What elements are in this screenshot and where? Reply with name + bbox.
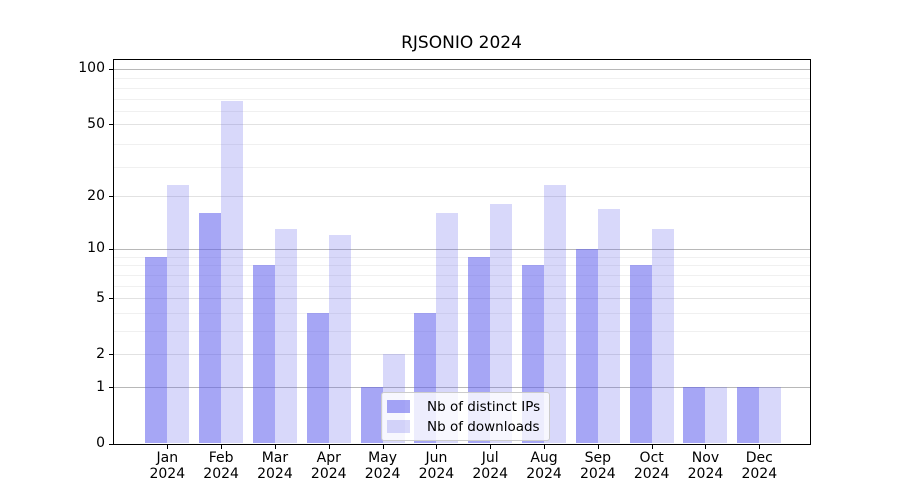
bar-distinct-ips-oct-2024 [629, 265, 652, 444]
x-tick-label-nov-2024: Nov 2024 [687, 449, 724, 483]
x-tick-label-jul-2024: Jul 2024 [472, 449, 509, 483]
x-tick [436, 444, 438, 449]
bar-distinct-ips-feb-2024 [199, 213, 222, 444]
bar-downloads-jun-2024 [436, 213, 459, 444]
bar-distinct-ips-nov-2024 [683, 387, 706, 444]
y-tick [109, 124, 113, 126]
y-tick-label-10: 10 [87, 240, 105, 257]
x-tick-label-apr-2024: Apr 2024 [310, 449, 347, 483]
x-tick-label-dec-2024: Dec 2024 [741, 449, 778, 483]
gridline-minor [113, 330, 810, 332]
gridline-minor [113, 265, 810, 267]
x-tick [544, 444, 546, 449]
legend-swatch-downloads [387, 420, 410, 433]
gridline-y-2 [113, 354, 810, 356]
bar-downloads-oct-2024 [651, 229, 674, 444]
legend-swatch-distinct-ips [387, 400, 410, 413]
bar-downloads-jan-2024 [167, 185, 190, 444]
y-tick-label-100: 100 [78, 60, 105, 77]
gridline-minor [113, 78, 810, 80]
y-tick [109, 443, 113, 445]
y-tick [109, 298, 113, 300]
legend-label-downloads: Nb of downloads [427, 418, 540, 435]
bar-distinct-ips-apr-2024 [306, 312, 329, 444]
x-tick [221, 444, 223, 449]
gridline-minor [113, 274, 810, 276]
gridline-minor [113, 87, 810, 89]
x-tick [597, 444, 599, 449]
bar-downloads-feb-2024 [221, 100, 244, 444]
y-tick-label-5: 5 [96, 289, 105, 306]
legend-item-distinct-ips: Nb of distinct IPs [387, 398, 540, 415]
plot-frame [113, 59, 811, 445]
gridline-y-100 [113, 68, 810, 70]
x-tick [490, 444, 492, 449]
gridline-y-1 [113, 387, 810, 389]
bar-downloads-apr-2024 [328, 235, 351, 444]
bar-downloads-aug-2024 [544, 185, 567, 444]
y-tick [109, 196, 113, 198]
x-tick-label-jan-2024: Jan 2024 [149, 449, 186, 483]
x-tick [759, 444, 761, 449]
bar-distinct-ips-may-2024 [360, 387, 383, 444]
bar-downloads-mar-2024 [274, 229, 297, 444]
bar-downloads-nov-2024 [705, 387, 728, 444]
x-tick-label-aug-2024: Aug 2024 [526, 449, 562, 483]
gridline-y-50 [113, 124, 810, 126]
x-tick-label-oct-2024: Oct 2024 [633, 449, 670, 483]
bar-distinct-ips-mar-2024 [252, 265, 275, 444]
y-tick [109, 68, 113, 70]
legend-label-distinct-ips: Nb of distinct IPs [427, 398, 541, 415]
x-tick-label-feb-2024: Feb 2024 [203, 449, 239, 483]
gridline-minor [113, 98, 810, 100]
x-tick-label-may-2024: May 2024 [364, 449, 401, 483]
x-tick-label-sep-2024: Sep 2024 [580, 449, 616, 483]
legend-item-downloads: Nb of downloads [387, 418, 540, 435]
y-tick [109, 387, 113, 389]
gridline-minor [113, 144, 810, 146]
gridline-minor [113, 256, 810, 258]
x-tick [167, 444, 169, 449]
bar-distinct-ips-jan-2024 [145, 256, 168, 444]
x-tick [705, 444, 707, 449]
bar-distinct-ips-sep-2024 [575, 248, 598, 444]
y-tick-label-50: 50 [87, 115, 105, 132]
gridline-minor [113, 285, 810, 287]
legend: Nb of distinct IPs Nb of downloads [381, 392, 551, 441]
x-tick [382, 444, 384, 449]
chart-title: RJSONIO 2024 [401, 33, 522, 53]
bar-downloads-jul-2024 [490, 204, 513, 444]
x-tick-label-jun-2024: Jun 2024 [418, 449, 455, 483]
y-tick [109, 248, 113, 250]
y-tick [109, 354, 113, 356]
y-tick-label-20: 20 [87, 187, 105, 204]
x-tick [328, 444, 330, 449]
gridline-y-20 [113, 196, 810, 198]
gridline-minor [113, 167, 810, 169]
gridline-minor [113, 111, 810, 113]
y-tick-label-2: 2 [96, 345, 105, 362]
y-tick-label-1: 1 [96, 378, 105, 395]
gridline-y-10 [113, 248, 810, 250]
x-tick-label-mar-2024: Mar 2024 [257, 449, 293, 483]
bar-downloads-dec-2024 [759, 387, 782, 444]
bar-downloads-sep-2024 [597, 208, 620, 444]
x-tick [651, 444, 653, 449]
x-tick [274, 444, 276, 449]
y-tick-label-0: 0 [96, 435, 105, 451]
gridline-minor [113, 312, 810, 314]
bar-distinct-ips-dec-2024 [737, 387, 760, 444]
gridline-y-5 [113, 298, 810, 300]
